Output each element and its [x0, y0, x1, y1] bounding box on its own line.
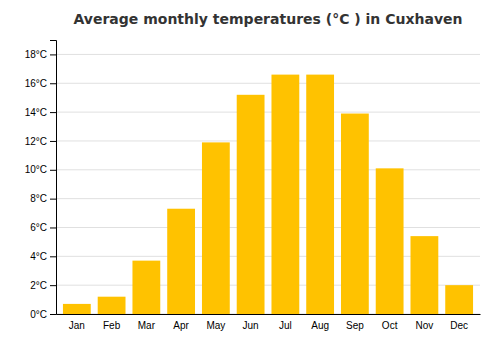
- x-tick: Dec: [450, 314, 468, 331]
- bar: [237, 95, 265, 314]
- x-tick: Apr: [173, 314, 189, 331]
- y-tick-label: 6°C: [30, 222, 47, 233]
- bar: [202, 142, 230, 314]
- x-tick-label: Sep: [346, 320, 364, 331]
- grid-line: [56, 112, 480, 113]
- y-tick: 8°C: [30, 193, 56, 204]
- y-tick-mark: [50, 314, 56, 315]
- x-tick-label: Jul: [279, 320, 292, 331]
- grid-line: [56, 227, 480, 228]
- bar: [341, 114, 369, 314]
- y-tick-mark: [50, 256, 56, 257]
- y-tick: 4°C: [30, 251, 56, 262]
- y-tick-label: 14°C: [25, 107, 47, 118]
- x-tick: Sep: [346, 314, 364, 331]
- bar: [306, 75, 334, 314]
- y-axis: 0°C 2°C 4°C 6°C 8°C 10°C 12°C 14°C 16°C 18°C: [25, 41, 57, 320]
- x-tick: Aug: [311, 314, 329, 331]
- y-tick-label: 16°C: [25, 78, 47, 89]
- bar: [167, 209, 195, 314]
- y-tick-mark: [50, 199, 56, 200]
- marks: [63, 75, 473, 314]
- bar: [445, 285, 473, 314]
- title: Average monthly temperatures (°C ) in Cu…: [74, 11, 463, 27]
- y-tick-mark: [50, 54, 56, 55]
- x-tick: Jul: [279, 314, 292, 331]
- chart: 0°C 2°C 4°C 6°C 8°C 10°C 12°C 14°C 16°C 18°C Jan Fe…: [0, 0, 500, 350]
- y-tick-mark: [50, 285, 56, 286]
- y-tick: 6°C: [30, 222, 56, 233]
- bar: [271, 75, 299, 314]
- y-axis-line: [50, 41, 57, 315]
- x-tick-label: Feb: [103, 320, 121, 331]
- y-tick-label: 12°C: [25, 136, 47, 147]
- grid-line: [56, 54, 480, 55]
- y-tick: 10°C: [25, 164, 56, 175]
- bar: [376, 168, 404, 314]
- y-tick-mark: [50, 83, 56, 84]
- x-tick: Jun: [243, 314, 259, 331]
- x-tick: May: [206, 314, 225, 331]
- x-tick-label: Jun: [243, 320, 259, 331]
- grid-line: [56, 140, 480, 141]
- x-tick-label: Nov: [415, 320, 433, 331]
- grid-line: [56, 198, 480, 199]
- x-tick-label: Apr: [173, 320, 189, 331]
- x-tick-label: Oct: [382, 320, 398, 331]
- chart-container: 0°C 2°C 4°C 6°C 8°C 10°C 12°C 14°C 16°C 18°C Jan Fe…: [0, 0, 500, 350]
- x-tick-label: Mar: [138, 320, 156, 331]
- y-tick: 16°C: [25, 78, 56, 89]
- y-tick: 14°C: [25, 107, 56, 118]
- grid: [56, 54, 480, 314]
- x-tick-label: Jan: [69, 320, 85, 331]
- grid-line: [56, 83, 480, 84]
- plot: 0°C 2°C 4°C 6°C 8°C 10°C 12°C 14°C 16°C 18°C Jan Fe…: [25, 41, 481, 332]
- x-axis-line: [57, 314, 481, 315]
- y-tick-label: 18°C: [25, 49, 47, 60]
- y-tick-mark: [50, 170, 56, 171]
- y-tick-label: 0°C: [30, 309, 47, 320]
- y-tick: 0°C: [30, 309, 56, 320]
- x-tick: Oct: [382, 314, 398, 331]
- y-tick-label: 10°C: [25, 164, 47, 175]
- y-tick-label: 4°C: [30, 251, 47, 262]
- x-tick: Nov: [415, 314, 433, 331]
- bar: [132, 261, 160, 314]
- x-tick-label: Aug: [311, 320, 329, 331]
- x-tick: Jan: [69, 314, 85, 331]
- y-tick: 2°C: [30, 280, 56, 291]
- y-tick-mark: [50, 112, 56, 113]
- y-tick-label: 8°C: [30, 193, 47, 204]
- bar: [63, 304, 91, 314]
- x-tick-label: May: [206, 320, 225, 331]
- x-tick: Feb: [103, 314, 121, 331]
- y-tick-label: 2°C: [30, 280, 47, 291]
- x-tick: Mar: [138, 314, 156, 331]
- bar: [98, 297, 126, 314]
- y-tick: 18°C: [25, 49, 56, 60]
- bar: [410, 236, 438, 314]
- y-tick-mark: [50, 141, 56, 142]
- y-tick: 12°C: [25, 136, 56, 147]
- x-tick-label: Dec: [450, 320, 468, 331]
- x-axis: Jan Feb Mar Apr May Jun Jul Aug Sep Oct Nov Dec: [57, 314, 481, 331]
- y-tick-mark: [50, 227, 56, 228]
- grid-line: [56, 169, 480, 170]
